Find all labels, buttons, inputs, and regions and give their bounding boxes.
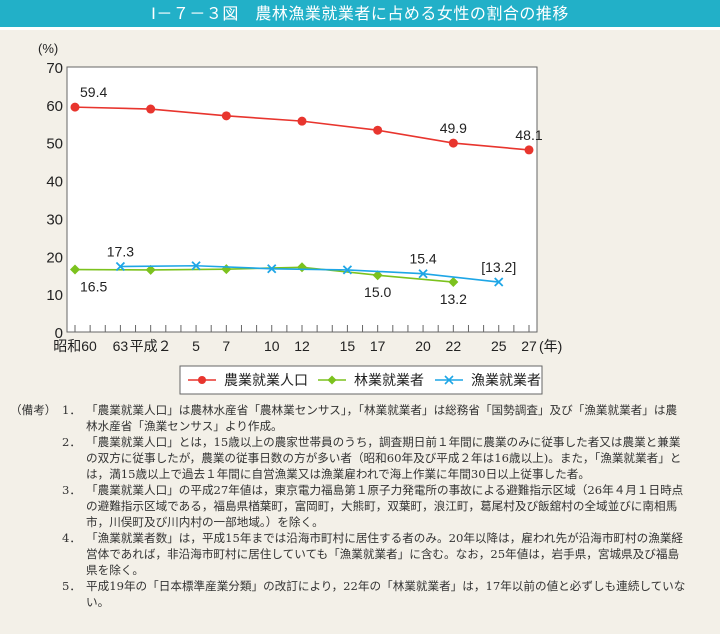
data-point-diamond xyxy=(145,264,156,275)
note-line: 営体であれば，非沿海市町村に居住していても「漁業就業者」に含む。なお，25年値は… xyxy=(86,547,680,561)
note-item: 4． 「漁業就業者数」は，平成15年までは沿海市町村に居住する者のみ。20年以降は… xyxy=(62,530,716,578)
x-tick-label: 5 xyxy=(192,338,200,354)
x-tick-label: 17 xyxy=(370,338,386,354)
y-tick-label: 30 xyxy=(46,211,63,228)
note-text: 「農業就業人口」の平成27年値は，東京電力福島第１原子力発電所の事故による避難指… xyxy=(86,482,716,530)
data-label: 49.9 xyxy=(440,120,467,136)
legend-circle-icon xyxy=(198,376,206,384)
data-point-x xyxy=(191,261,201,271)
data-label: 13.2 xyxy=(440,291,467,307)
y-tick-label: 0 xyxy=(55,325,63,342)
x-tick-label: 7 xyxy=(222,338,230,354)
data-label: 15.0 xyxy=(364,284,391,300)
data-point-circle xyxy=(448,138,458,148)
note-text: 平成19年の「日本標準産業分類」の改訂により，22年の「林業就業者」は，17年以… xyxy=(86,578,716,610)
x-tick-label: 63 xyxy=(113,338,129,354)
y-tick-label: 40 xyxy=(46,174,63,191)
x-tick-label: 昭和60 xyxy=(53,338,97,354)
legend-diamond-icon xyxy=(327,375,337,385)
x-tick-label: 12 xyxy=(294,338,310,354)
note-line: 平成19年の「日本標準産業分類」の改訂により，22年の「林業就業者」は，17年以… xyxy=(86,579,686,593)
legend-label: 農業就業人口 xyxy=(224,373,308,389)
data-point-circle xyxy=(70,102,80,112)
note-line: 「農業就業人口」とは，15歳以上の農家世帯員のうち，調査期日前１年間に農業のみに… xyxy=(86,435,681,449)
data-point-x xyxy=(115,261,126,272)
note-line: 「漁業就業者数」は，平成15年までは沿海市町村に居住する者のみ。20年以降は，雇… xyxy=(86,531,684,545)
line-chart: 0 10 20 30 40 50 60 70 (%) 昭和60 63 平成２ 5 7 10 12 15 17 20 2… xyxy=(38,41,562,395)
note-number: 2． xyxy=(62,435,81,449)
data-point-circle xyxy=(524,145,534,155)
data-point-x xyxy=(418,269,428,279)
data-label: 15.4 xyxy=(409,251,436,267)
legend xyxy=(179,365,543,395)
data-point-x xyxy=(267,264,277,274)
y-tick-label: 20 xyxy=(46,249,63,266)
note-line: い。 xyxy=(86,595,110,609)
x-tick-label: 15 xyxy=(340,338,356,354)
x-tick-label: 20 xyxy=(415,338,431,354)
y-tick-label: 10 xyxy=(46,287,63,304)
data-label: 48.1 xyxy=(515,127,542,143)
note-list: 1． 「農業就業人口」は農林水産省「農林業センサス」，「林業就業者」は総務省「国勢… xyxy=(62,402,716,610)
data-point-diamond xyxy=(448,277,459,288)
note-number: 5． xyxy=(62,579,81,593)
note-line: 「農業就業人口」は農林水産省「農林業センサス」，「林業就業者」は総務省「国勢調査… xyxy=(86,403,678,417)
y-tick-label: 60 xyxy=(46,98,63,115)
note-line: 「農業就業人口」の平成27年値は，東京電力福島第１原子力発電所の事故による避難指… xyxy=(86,483,684,497)
note-line: 林水産省「漁業センサス」より作成。 xyxy=(86,419,283,433)
note-item: 5． 平成19年の「日本標準産業分類」の改訂により，22年の「林業就業者」は，17… xyxy=(62,578,716,610)
notes-label: （備考） xyxy=(10,403,57,417)
data-point-x xyxy=(494,277,504,287)
note-text: 「農業就業人口」は農林水産省「農林業センサス」，「林業就業者」は総務省「国勢調査… xyxy=(86,402,716,434)
note-number: 1． xyxy=(62,403,81,417)
note-item: 1． 「農業就業人口」は農林水産省「農林業センサス」，「林業就業者」は総務省「国勢… xyxy=(62,402,716,434)
data-point-diamond xyxy=(70,264,80,275)
title-divider xyxy=(0,27,720,30)
note-line: の避難指示区域である，福島県楢葉町，富岡町，大熊町，双葉町，浪江町，葛尾村及び飯… xyxy=(86,499,678,513)
data-label: 16.5 xyxy=(80,279,107,295)
plot-area xyxy=(66,66,538,333)
note-item: 2． 「農業就業人口」とは，15歳以上の農家世帯員のうち，調査期日前１年間に農業の… xyxy=(62,434,716,482)
x-tick-label: 10 xyxy=(264,338,280,354)
legend-label: 漁業就業者 xyxy=(471,373,541,389)
note-number: 4． xyxy=(62,531,81,545)
data-point-x xyxy=(342,265,353,275)
y-tick-label: 50 xyxy=(46,136,63,153)
series-line-2 xyxy=(120,264,499,283)
data-point-circle xyxy=(146,104,156,114)
data-point-circle xyxy=(221,111,231,121)
x-tick-label: 22 xyxy=(446,338,462,354)
note-line: の双方に従事したが，農業の従事日数の方が多い者（昭和60年及び平成２年は16歳以… xyxy=(86,451,682,465)
data-label: 59.4 xyxy=(80,84,107,100)
x-tick-label: 25 xyxy=(491,338,507,354)
figure-title: Ⅰ－７－３図 農林漁業就業者に占める女性の割合の推移 xyxy=(0,0,720,27)
note-line: 県を除く。 xyxy=(86,563,144,577)
data-point-diamond xyxy=(372,270,383,281)
legend-x-icon xyxy=(444,375,454,385)
y-axis-unit: (%) xyxy=(38,41,58,56)
note-text: 「漁業就業者数」は，平成15年までは沿海市町村に居住する者のみ。20年以降は，雇… xyxy=(86,530,716,578)
note-line: は，満15歳以上で過去１年間に自営漁業又は漁業雇われで海上作業に年間30日以上従… xyxy=(86,467,590,481)
note-item: 3． 「農業就業人口」の平成27年値は，東京電力福島第１原子力発電所の事故による避… xyxy=(62,482,716,530)
data-label: [13.2] xyxy=(481,259,516,275)
x-tick-label: 27 xyxy=(521,338,537,354)
data-label: 17.3 xyxy=(107,244,134,260)
note-text: 「農業就業人口」とは，15歳以上の農家世帯員のうち，調査期日前１年間に農業のみに… xyxy=(86,434,716,482)
note-number: 3． xyxy=(62,483,81,497)
notes: （備考） 1． 「農業就業人口」は農林水産省「農林業センサス」，「林業就業者」は総… xyxy=(10,402,716,610)
note-line: 市，川俣町及び川内村の一部地域。）を除く。 xyxy=(86,515,324,529)
data-point-circle xyxy=(297,116,307,126)
x-tick-label: 平成２ xyxy=(130,338,172,354)
legend-label: 林業就業者 xyxy=(354,373,424,389)
x-axis-unit: (年) xyxy=(539,338,562,354)
data-point-circle xyxy=(373,125,383,135)
y-tick-label: 70 xyxy=(46,60,63,77)
